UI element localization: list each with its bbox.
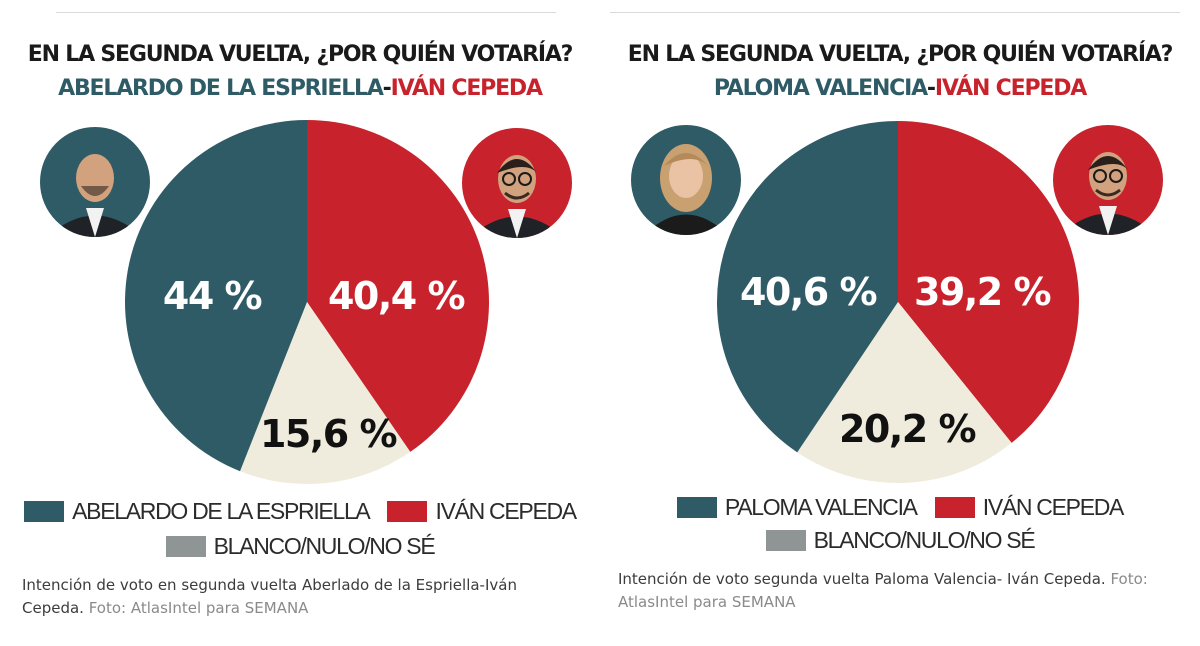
- slice-value-label: 44 %: [163, 274, 262, 318]
- divider-line: [56, 12, 556, 13]
- chart-title: EN LA SEGUNDA VUELTA, ¿POR QUIÉN VOTARÍA…: [27, 42, 574, 67]
- pie-slice-iv-n-cepeda: [898, 121, 1079, 443]
- slice-value-label: 40,6 %: [740, 270, 876, 314]
- pie-slice-blanco-nulo-no-s: [797, 302, 1012, 483]
- photo-caption: Intención de voto segunda vuelta Paloma …: [618, 568, 1184, 614]
- pie-chart: 40,4 % 15,6 % 44 %: [40, 120, 572, 485]
- subtitle-candidate-a: PALOMA VALENCIA: [713, 76, 928, 101]
- pie-chart: 39,2 % 20,2 % 40,6 %: [631, 121, 1163, 483]
- legend-label: IVÁN CEPEDA: [435, 498, 577, 524]
- legend-item: PALOMA VALENCIA: [676, 494, 918, 521]
- legend-swatch: [24, 501, 65, 522]
- legend-row-1: PALOMA VALENCIA IVÁN CEPEDA: [600, 494, 1200, 521]
- chart-panel-right: EN LA SEGUNDA VUELTA, ¿POR QUIÉN VOTARÍA…: [600, 0, 1200, 646]
- legend-item: ABELARDO DE LA ESPRIELLA: [24, 498, 371, 525]
- divider-line: [610, 12, 1180, 13]
- slice-value-label: 15,6 %: [260, 412, 396, 456]
- caption-credit: Foto: AtlasIntel para SEMANA: [88, 599, 309, 617]
- chart-title: EN LA SEGUNDA VUELTA, ¿POR QUIÉN VOTARÍA…: [627, 42, 1174, 67]
- blonde-woman-portrait-icon: [631, 125, 741, 235]
- subtitle-candidate-b: IVÁN CEPEDA: [934, 76, 1087, 101]
- slice-value-label: 40,4 %: [328, 274, 464, 318]
- man-with-glasses-portrait-icon: [1053, 125, 1163, 235]
- legend-swatch: [765, 530, 806, 551]
- caption-text: Intención de voto segunda vuelta Paloma …: [618, 570, 1106, 588]
- legend-item: IVÁN CEPEDA: [934, 494, 1125, 521]
- subtitle-candidate-a: ABELARDO DE LA ESPRIELLA: [58, 76, 384, 101]
- man-with-glasses-portrait-icon: [462, 128, 572, 238]
- chart-subtitle: ABELARDO DE LA ESPRIELLA-IVÁN CEPEDA: [0, 76, 600, 101]
- legend-label: IVÁN CEPEDA: [982, 494, 1125, 520]
- legend-row-2: BLANCO/NULO/NO SÉ: [600, 527, 1200, 554]
- legend-item: IVÁN CEPEDA: [387, 498, 577, 525]
- legend-label: PALOMA VALENCIA: [724, 494, 918, 520]
- legend-swatch: [165, 536, 206, 557]
- legend-label: BLANCO/NULO/NO SÉ: [213, 533, 436, 559]
- legend-swatch: [934, 497, 975, 518]
- slice-value-label: 20,2 %: [839, 407, 975, 451]
- legend-row-2: BLANCO/NULO/NO SÉ: [0, 533, 600, 560]
- photo-caption: Intención de voto en segunda vuelta Aber…: [22, 574, 562, 620]
- caption-text: Intención de voto en segunda vuelta Aber…: [22, 576, 517, 617]
- legend-item: BLANCO/NULO/NO SÉ: [165, 533, 436, 560]
- legend-swatch: [387, 501, 428, 522]
- slice-value-label: 39,2 %: [914, 270, 1050, 314]
- chart-panel-left: EN LA SEGUNDA VUELTA, ¿POR QUIÉN VOTARÍA…: [0, 12, 600, 620]
- legend-swatch: [676, 497, 717, 518]
- pie-slice-abelardo-de-la-espriella: [124, 120, 307, 472]
- legend-label: BLANCO/NULO/NO SÉ: [813, 527, 1036, 553]
- pie-slice-blanco-nulo-no-s: [240, 302, 411, 485]
- bald-man-portrait-icon: [40, 127, 150, 237]
- pie-slice-paloma-valencia: [717, 121, 898, 453]
- legend-label: ABELARDO DE LA ESPRIELLA: [72, 498, 371, 524]
- subtitle-candidate-b: IVÁN CEPEDA: [390, 76, 543, 101]
- legend-item: BLANCO/NULO/NO SÉ: [765, 527, 1036, 554]
- subtitle-separator: -: [926, 76, 936, 101]
- legend-row-1: ABELARDO DE LA ESPRIELLA IVÁN CEPEDA: [0, 498, 600, 525]
- subtitle-separator: -: [382, 76, 392, 101]
- caption-credit: Foto: AtlasIntel para SEMANA: [618, 570, 1148, 611]
- pie-slice-iv-n-cepeda: [307, 120, 490, 452]
- chart-subtitle: PALOMA VALENCIA-IVÁN CEPEDA: [600, 76, 1200, 101]
